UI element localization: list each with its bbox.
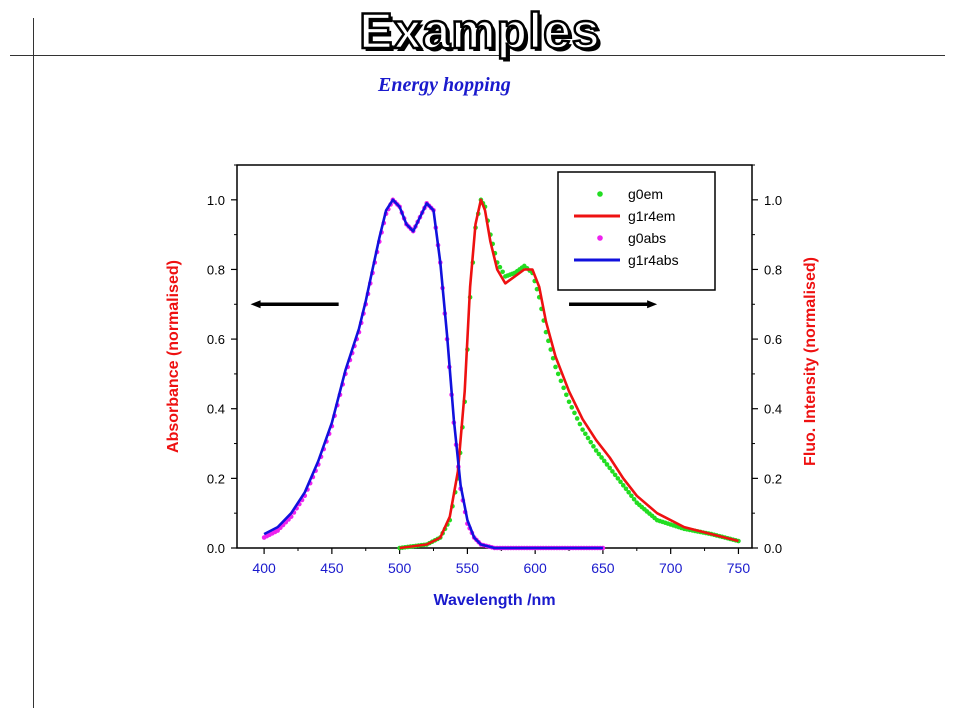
arrow-right-head <box>647 300 658 309</box>
legend-marker-g0abs <box>597 235 603 241</box>
plot-area: 400 450 500 550 600 650 700 750 0.0 0.2 0.4 0.6 0.8 1… <box>165 164 819 609</box>
data-point <box>548 347 554 352</box>
data-point <box>601 458 607 464</box>
y-left-tick-label: 1.0 <box>207 193 225 208</box>
legend-box <box>557 171 716 291</box>
data-point <box>500 269 505 275</box>
data-point <box>497 264 503 270</box>
y-left-tick-label: 0.6 <box>207 332 225 347</box>
series-g0em <box>397 197 741 551</box>
data-point <box>615 476 621 481</box>
data-point <box>604 462 610 467</box>
data-point <box>626 489 631 495</box>
data-point <box>629 493 634 499</box>
legend-label-g0abs: g0abs <box>628 230 666 246</box>
data-point <box>553 364 558 370</box>
data-point <box>543 329 549 335</box>
data-point <box>620 483 626 488</box>
legend-label-g0em: g0em <box>628 186 663 202</box>
data-point <box>585 435 591 441</box>
data-point <box>546 338 551 344</box>
data-point <box>588 439 594 445</box>
y-right-tick-label: 0.0 <box>764 541 782 556</box>
x-tick-label: 500 <box>388 560 412 576</box>
y-left-tick-label: 0.4 <box>207 402 225 417</box>
data-point <box>623 486 629 492</box>
y-left-axis-label: Absorbance (normalised) <box>165 260 182 453</box>
data-point <box>596 451 602 457</box>
legend-label-g1r4em: g1r4em <box>628 208 675 224</box>
data-point <box>561 385 566 391</box>
data-point <box>564 392 569 398</box>
data-point <box>593 448 599 453</box>
x-tick-label: 750 <box>727 560 751 576</box>
series-line-g1r4abs <box>263 198 603 550</box>
y-right-tick-label: 1.0 <box>764 193 782 208</box>
data-point <box>583 431 588 437</box>
legend: g0em g1r4em g0abs g1r4abs <box>557 171 716 291</box>
header-rule <box>10 55 945 56</box>
arrow-left-head <box>250 300 261 309</box>
margin-rule <box>33 18 34 708</box>
slide-subtitle: Energy hopping <box>378 74 511 96</box>
series-g0abs <box>261 197 606 551</box>
data-point <box>574 416 580 421</box>
x-tick-label: 550 <box>456 560 480 576</box>
data-point <box>618 479 623 485</box>
y-right-tick-label: 0.6 <box>764 332 782 347</box>
x-tick-label: 650 <box>591 560 615 576</box>
legend-label-g1r4abs: g1r4abs <box>628 252 679 268</box>
y-right-tick-label: 0.8 <box>764 262 782 277</box>
slide-title: Examples <box>358 2 601 61</box>
x-tick-label: 400 <box>252 560 276 576</box>
y-left-tick-label: 0.8 <box>207 262 225 277</box>
legend-marker-g0em <box>597 191 603 197</box>
data-point <box>610 469 615 474</box>
x-tick-label: 450 <box>320 560 344 576</box>
y-right-tick-label: 0.2 <box>764 471 782 486</box>
data-point <box>566 399 572 405</box>
data-point <box>569 405 575 410</box>
data-point <box>591 444 596 449</box>
y-left-tick-label: 0.2 <box>207 471 225 486</box>
x-axis-label: Wavelength /nm <box>433 592 555 609</box>
data-point <box>599 455 604 460</box>
x-tick-label: 600 <box>523 560 547 576</box>
data-point <box>631 496 637 502</box>
data-point <box>607 465 612 471</box>
data-point <box>572 410 577 416</box>
y-right-tick-label: 0.4 <box>764 402 782 417</box>
data-point <box>612 472 618 478</box>
data-point <box>555 371 561 377</box>
y-right-axis-label: Fluo. Intensity (normalised) <box>802 257 819 466</box>
series-line-g1r4em <box>399 198 739 550</box>
data-point <box>577 421 583 427</box>
y-left-tick-label: 0.0 <box>207 541 225 556</box>
x-tick-label: 700 <box>659 560 683 576</box>
data-point <box>550 355 556 361</box>
data-point <box>580 427 585 432</box>
data-point <box>558 378 564 384</box>
